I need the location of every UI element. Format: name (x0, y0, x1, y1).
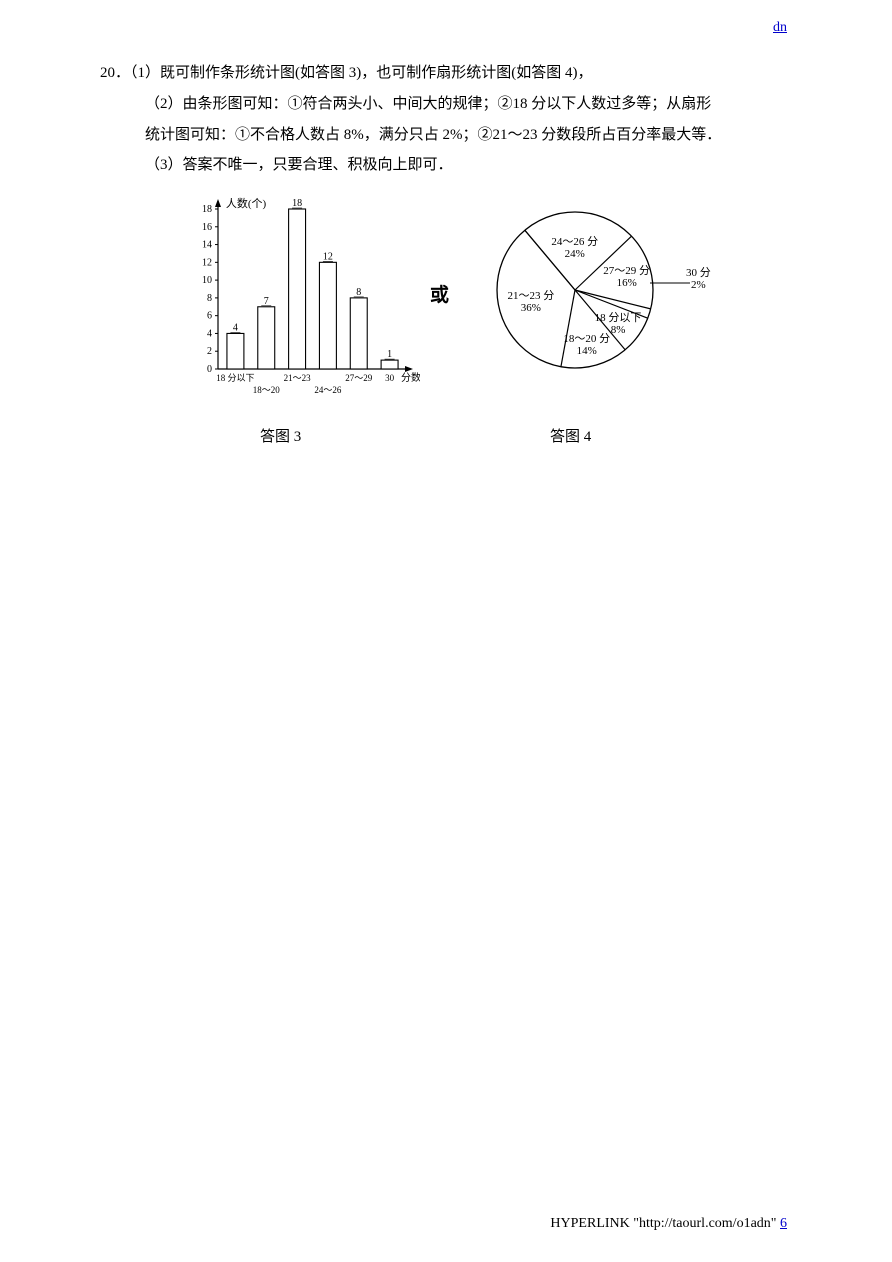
pie-label: 18～20 分14% (563, 333, 610, 357)
page-number: 6 (780, 1216, 787, 1231)
svg-text:14: 14 (202, 240, 212, 251)
svg-text:6: 6 (207, 311, 212, 322)
svg-text:0: 0 (207, 364, 212, 375)
or-label: 或 (430, 280, 449, 307)
svg-text:16: 16 (202, 222, 212, 233)
pie-label-outside: 30 分2% (686, 267, 711, 291)
svg-text:18: 18 (292, 198, 302, 209)
footer: HYPERLINK "http://taourl.com/o1adn" 6 (550, 1216, 787, 1232)
svg-text:21～23: 21～23 (284, 373, 312, 383)
svg-text:8: 8 (207, 293, 212, 304)
svg-text:分数(分): 分数(分) (401, 371, 420, 384)
pie-label: 24～26 分24% (551, 236, 598, 260)
svg-text:18～20: 18～20 (253, 385, 281, 395)
svg-text:4: 4 (207, 328, 212, 339)
svg-text:2: 2 (207, 346, 212, 357)
svg-text:12: 12 (202, 257, 212, 268)
footer-hyperlink-text: HYPERLINK "http://taourl.com/o1adn" (550, 1216, 780, 1231)
svg-text:24～26: 24～26 (314, 385, 342, 395)
line-3: 统计图可知：①不合格人数占 8%，满分只占 2%；②21～23 分数段所占百分率… (100, 120, 800, 151)
header-link[interactable]: dn (773, 20, 787, 36)
svg-text:4: 4 (233, 322, 238, 333)
figure-area: 024681012141618人数(个)4718128118 分以下21～232… (180, 195, 740, 455)
caption-fig4: 答图 4 (550, 425, 591, 446)
line-1: 20．（1）既可制作条形统计图(如答图 3)，也可制作扇形统计图(如答图 4)， (100, 58, 800, 89)
svg-text:30: 30 (385, 373, 395, 383)
svg-text:8: 8 (356, 287, 361, 298)
svg-text:18 分以下: 18 分以下 (216, 373, 254, 383)
svg-text:18: 18 (202, 204, 212, 215)
caption-fig3: 答图 3 (260, 425, 301, 446)
pie-label: 21～23 分36% (508, 290, 555, 314)
svg-text:人数(个): 人数(个) (226, 197, 267, 210)
question-block: 20．（1）既可制作条形统计图(如答图 3)，也可制作扇形统计图(如答图 4)，… (100, 58, 800, 181)
pie-label: 27～29 分16% (603, 265, 650, 289)
line1-text: （1）既可制作条形统计图(如答图 3)，也可制作扇形统计图(如答图 4)， (130, 65, 592, 81)
question-number: 20． (100, 65, 130, 81)
line-2: （2）由条形图可知：①符合两头小、中间大的规律；②18 分以下人数过多等；从扇形 (100, 89, 800, 120)
svg-text:27～29: 27～29 (345, 373, 373, 383)
svg-text:10: 10 (202, 275, 212, 286)
line-4: （3）答案不唯一，只要合理、积极向上即可． (100, 150, 800, 181)
svg-text:7: 7 (264, 296, 269, 307)
svg-text:1: 1 (387, 349, 392, 360)
bar-chart: 024681012141618人数(个)4718128118 分以下21～232… (180, 195, 420, 425)
pie-chart-container: 24～26 分24%27～29 分16%30 分2%18 分以下8%18～20 … (480, 205, 710, 405)
svg-text:12: 12 (323, 251, 333, 262)
